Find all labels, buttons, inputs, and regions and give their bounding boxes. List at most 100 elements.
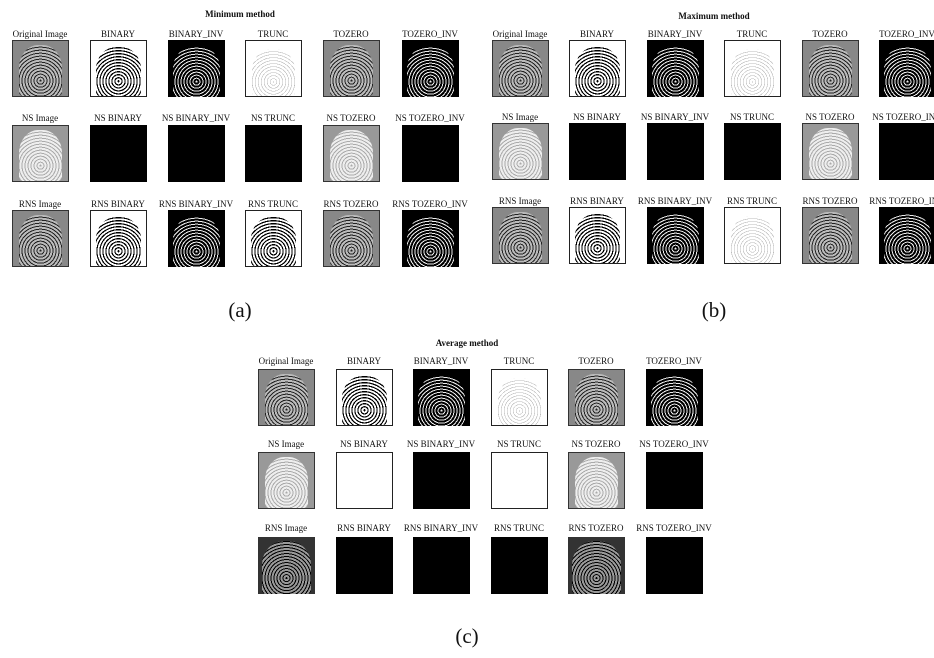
fingerprint-image <box>12 40 69 97</box>
fingerprint-image <box>569 123 626 180</box>
fingerprint-image <box>323 40 380 97</box>
fingerprint-image <box>569 40 626 97</box>
fingerprint-image <box>90 40 147 97</box>
image-label: RNS TOZERO_INV <box>392 199 467 209</box>
image-label: RNS BINARY <box>570 196 624 206</box>
fingerprint-image <box>879 207 934 264</box>
image-label: NS TOZERO_INV <box>639 439 708 449</box>
image-label: RNS Image <box>265 523 307 533</box>
image-label: NS Image <box>502 112 538 122</box>
image-label: RNS Image <box>19 199 61 209</box>
image-label: RNS BINARY_INV <box>404 523 478 533</box>
fingerprint-image <box>802 123 859 180</box>
panel-title: Average method <box>436 338 499 348</box>
image-label: TOZERO_INV <box>402 29 458 39</box>
fingerprint-image <box>336 452 393 509</box>
image-label: NS Image <box>22 113 58 123</box>
image-label: RNS TRUNC <box>727 196 777 206</box>
fingerprint-image <box>323 125 380 182</box>
image-label: NS BINARY <box>340 439 388 449</box>
fingerprint-image <box>258 452 315 509</box>
image-label: NS Image <box>268 439 304 449</box>
fingerprint-image <box>724 207 781 264</box>
fingerprint-image <box>568 452 625 509</box>
image-label: NS BINARY <box>94 113 142 123</box>
fingerprint-image <box>413 452 470 509</box>
image-label: NS TOZERO <box>327 113 376 123</box>
image-label: NS TRUNC <box>730 112 774 122</box>
image-label: NS BINARY <box>573 112 621 122</box>
image-label: NS TOZERO <box>806 112 855 122</box>
image-label: RNS TOZERO <box>324 199 379 209</box>
panel-title: Minimum method <box>205 9 275 19</box>
image-label: BINARY <box>347 356 381 366</box>
fingerprint-image <box>245 210 302 267</box>
fingerprint-image <box>879 40 934 97</box>
fingerprint-image <box>647 40 704 97</box>
fingerprint-image <box>413 369 470 426</box>
image-label: RNS TRUNC <box>248 199 298 209</box>
fingerprint-image <box>12 210 69 267</box>
fingerprint-image <box>336 369 393 426</box>
fingerprint-image <box>402 210 459 267</box>
image-label: RNS TOZERO_INV <box>636 523 711 533</box>
fingerprint-image <box>647 207 704 264</box>
image-label: RNS BINARY_INV <box>638 196 712 206</box>
image-label: TRUNC <box>504 356 535 366</box>
fingerprint-image <box>168 125 225 182</box>
image-label: TOZERO_INV <box>646 356 702 366</box>
panel-title: Maximum method <box>678 11 749 21</box>
fingerprint-image <box>168 210 225 267</box>
image-label: TRUNC <box>258 29 289 39</box>
image-label: NS TOZERO_INV <box>395 113 464 123</box>
fingerprint-image <box>90 210 147 267</box>
image-label: BINARY_INV <box>414 356 469 366</box>
image-label: RNS TOZERO <box>569 523 624 533</box>
image-label: RNS BINARY <box>337 523 391 533</box>
image-label: RNS BINARY <box>91 199 145 209</box>
fingerprint-image <box>879 123 934 180</box>
image-label: TOZERO_INV <box>879 29 934 39</box>
image-label: TRUNC <box>737 29 768 39</box>
fingerprint-image <box>724 40 781 97</box>
image-label: BINARY <box>580 29 614 39</box>
fingerprint-image <box>245 125 302 182</box>
fingerprint-image <box>402 40 459 97</box>
image-label: TOZERO <box>812 29 847 39</box>
fingerprint-image <box>413 537 470 594</box>
fingerprint-image <box>802 207 859 264</box>
fingerprint-image <box>568 537 625 594</box>
fingerprint-image <box>646 369 703 426</box>
image-label: Original Image <box>13 29 68 39</box>
image-label: NS TOZERO_INV <box>872 112 934 122</box>
panel-caption: (b) <box>702 298 727 323</box>
fingerprint-image <box>492 40 549 97</box>
panel-caption: (c) <box>455 624 478 649</box>
fingerprint-image <box>168 40 225 97</box>
figure: Minimum method (a) Original Image BINARY BIN… <box>0 0 934 658</box>
fingerprint-image <box>569 207 626 264</box>
fingerprint-image <box>724 123 781 180</box>
fingerprint-image <box>245 40 302 97</box>
fingerprint-image <box>491 452 548 509</box>
image-label: RNS TOZERO_INV <box>869 196 934 206</box>
fingerprint-image <box>647 123 704 180</box>
image-label: RNS TOZERO <box>803 196 858 206</box>
image-label: RNS TRUNC <box>494 523 544 533</box>
image-label: NS BINARY_INV <box>407 439 475 449</box>
panel-caption: (a) <box>228 298 251 323</box>
image-label: NS BINARY_INV <box>641 112 709 122</box>
fingerprint-image <box>491 369 548 426</box>
fingerprint-image <box>12 125 69 182</box>
fingerprint-image <box>802 40 859 97</box>
image-label: Original Image <box>259 356 314 366</box>
image-label: NS TRUNC <box>251 113 295 123</box>
image-label: Original Image <box>493 29 548 39</box>
image-label: NS BINARY_INV <box>162 113 230 123</box>
fingerprint-image <box>258 369 315 426</box>
fingerprint-image <box>646 452 703 509</box>
image-label: TOZERO <box>578 356 613 366</box>
image-label: BINARY <box>101 29 135 39</box>
image-label: BINARY_INV <box>169 29 224 39</box>
fingerprint-image <box>336 537 393 594</box>
